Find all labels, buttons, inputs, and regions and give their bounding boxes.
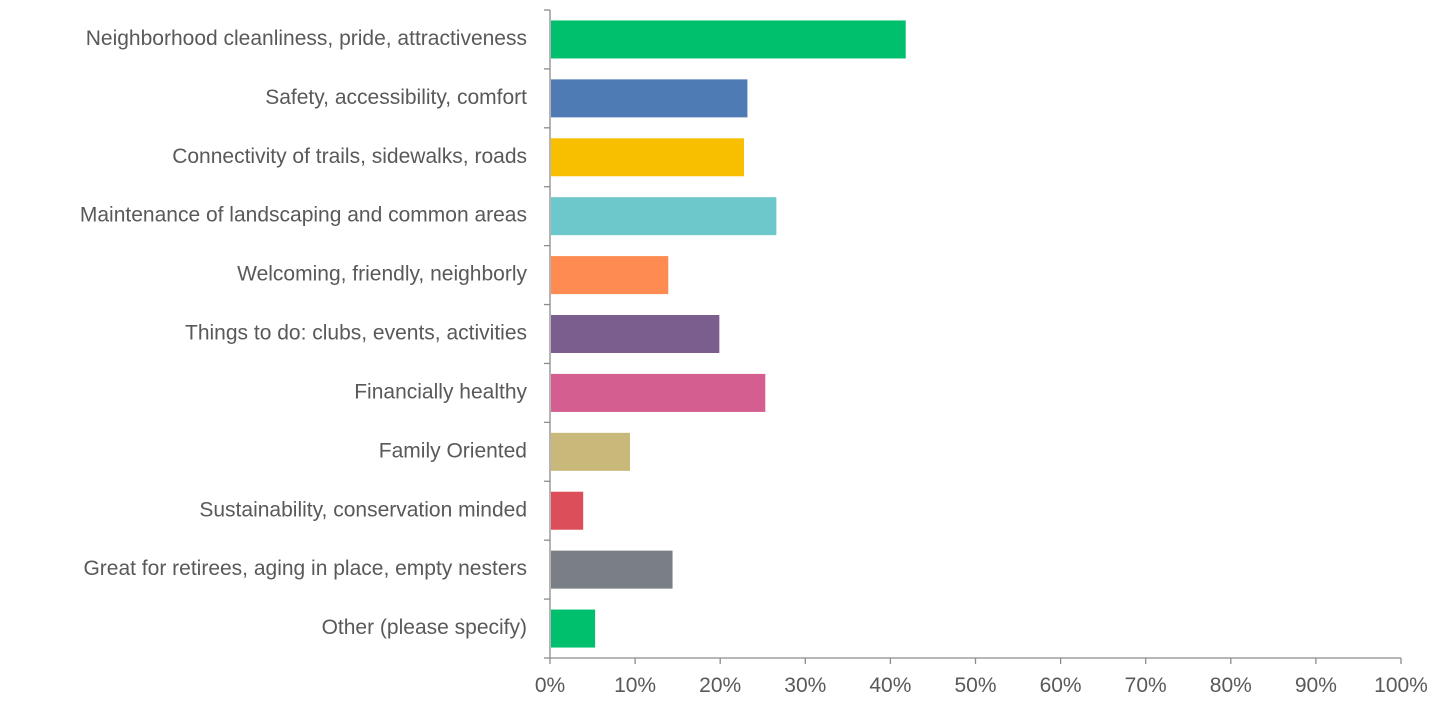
x-tick-label: 20% — [699, 674, 741, 697]
category-label: Great for retirees, aging in place, empt… — [83, 557, 527, 580]
category-labels: Neighborhood cleanliness, pride, attract… — [80, 27, 528, 639]
bar-financially-healthy — [551, 373, 766, 412]
bar-great-for-retirees-aging-in-place-empty-nesters — [551, 550, 673, 589]
x-tick-label: 60% — [1040, 674, 1082, 697]
x-tick-label: 70% — [1125, 674, 1167, 697]
bar-safety-accessibility-comfort — [551, 79, 748, 118]
x-tick-labels: 0% 10% 20% 30% 40% 50% 60% 70% 80% 90% 100% — [535, 674, 1428, 697]
category-label: Family Oriented — [379, 439, 527, 462]
bar-maintenance-of-landscaping-and-common-areas — [551, 197, 777, 236]
x-tick-label: 80% — [1210, 674, 1252, 697]
bar-neighborhood-cleanliness-pride-attractiveness — [551, 20, 906, 59]
bar-sustainability-conservation-minded — [551, 491, 584, 530]
bar-family-oriented — [551, 432, 630, 471]
x-tick-label: 100% — [1374, 674, 1428, 697]
bar-welcoming-friendly-neighborly — [551, 256, 669, 295]
category-label: Safety, accessibility, comfort — [265, 86, 527, 109]
x-tick-label: 0% — [535, 674, 565, 697]
category-label: Other (please specify) — [322, 616, 527, 639]
x-tick-label: 90% — [1295, 674, 1337, 697]
bar-things-to-do-clubs-events-activities — [551, 315, 720, 353]
category-label: Neighborhood cleanliness, pride, attract… — [86, 27, 527, 50]
x-tick-label: 40% — [869, 674, 911, 697]
category-label: Connectivity of trails, sidewalks, roads — [172, 145, 527, 168]
category-label: Things to do: clubs, events, activities — [185, 322, 527, 345]
category-label: Maintenance of landscaping and common ar… — [80, 204, 527, 227]
bars-group — [551, 20, 906, 648]
axes-group — [544, 9, 1402, 664]
category-label: Financially healthy — [354, 380, 527, 403]
x-tick-label: 50% — [954, 674, 996, 697]
bar-other-please-specify — [551, 609, 596, 648]
bar-connectivity-of-trails-sidewalks-roads — [551, 138, 745, 177]
x-tick-label: 30% — [784, 674, 826, 697]
category-label: Welcoming, friendly, neighborly — [237, 263, 527, 286]
x-tick-label: 10% — [614, 674, 656, 697]
category-label: Sustainability, conservation minded — [199, 498, 527, 521]
